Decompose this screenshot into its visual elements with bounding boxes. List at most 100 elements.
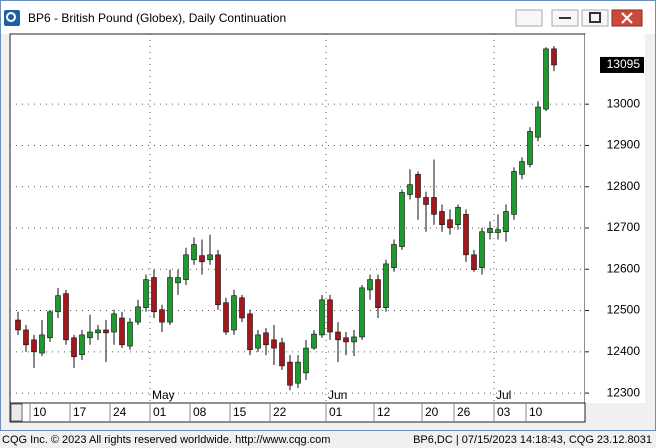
candle-body <box>551 48 557 66</box>
window-title: BP6 - British Pound (Globex), Daily Cont… <box>28 11 286 25</box>
candle-body <box>543 48 549 110</box>
x-tick-label: 22 <box>273 405 287 419</box>
candle-body <box>423 197 429 205</box>
candle-body <box>95 329 101 334</box>
candle-body <box>327 299 333 333</box>
candle-body <box>271 339 277 349</box>
candle-body <box>375 279 381 308</box>
y-tick-label: 12700 <box>607 220 641 234</box>
candle-body <box>55 295 61 313</box>
plot-area <box>9 33 586 404</box>
candle-body <box>391 244 397 268</box>
candle-body <box>159 309 165 323</box>
candle-body <box>359 287 365 338</box>
x-tick-label: 10 <box>529 405 543 419</box>
candle-body <box>103 329 109 334</box>
candle-body <box>487 228 493 233</box>
candle-body <box>127 321 133 347</box>
date-axis <box>9 402 586 423</box>
candle-body <box>255 334 261 349</box>
candle-body <box>479 231 485 268</box>
candle-body <box>151 277 157 313</box>
candle-body <box>119 317 125 346</box>
app-icon-glyph <box>6 12 16 22</box>
candle-body <box>303 347 309 374</box>
candle-body <box>447 219 453 228</box>
candle-body <box>367 279 373 291</box>
x-tick-label: 17 <box>73 405 87 419</box>
footer-left: CQG Inc. © 2023 All rights reserved worl… <box>2 434 330 446</box>
candle-body <box>463 214 469 256</box>
candle-body <box>167 277 173 323</box>
maximize-glyph <box>589 12 601 23</box>
candle-body <box>431 197 437 215</box>
candle-body <box>535 106 541 138</box>
month-label: Jul <box>496 388 511 402</box>
candle-body <box>143 279 149 308</box>
candle-body <box>415 174 421 198</box>
x-tick-label: 01 <box>153 405 167 419</box>
x-tick-label: 03 <box>497 405 511 419</box>
candle-body <box>111 313 117 333</box>
candle-body <box>343 337 349 343</box>
x-tick-label: 24 <box>113 405 127 419</box>
month-label: May <box>152 388 175 402</box>
candle-body <box>399 192 405 247</box>
candle-body <box>335 331 341 341</box>
scroll-thumb[interactable] <box>10 403 23 422</box>
x-tick-label: 08 <box>193 405 207 419</box>
candle-body <box>471 254 477 270</box>
candle-body <box>263 332 269 346</box>
candle-body <box>519 161 525 175</box>
month-label: Jun <box>328 388 347 402</box>
x-tick-label: 15 <box>233 405 247 419</box>
candle-body <box>87 331 93 339</box>
candle-body <box>207 254 213 261</box>
candle-body <box>295 361 301 384</box>
y-tick-label: 12400 <box>607 344 641 358</box>
candle-body <box>439 211 445 225</box>
candle-body <box>247 313 253 351</box>
last-price-box <box>600 56 644 73</box>
close-glyph <box>621 12 633 24</box>
link-button[interactable] <box>515 9 543 27</box>
candle-body <box>279 342 285 367</box>
candle-body <box>39 334 45 354</box>
candle-body <box>199 255 205 263</box>
candle-body <box>511 171 517 215</box>
x-tick-label: 20 <box>425 405 439 419</box>
candle-body <box>503 211 509 233</box>
candle-body <box>215 254 221 306</box>
candle-body <box>175 277 181 284</box>
candle-body <box>311 333 317 349</box>
candle-body <box>31 339 37 353</box>
candle-body <box>63 293 69 341</box>
candle-body <box>287 361 293 386</box>
candle-body <box>407 184 413 195</box>
x-tick-label: 26 <box>457 405 471 419</box>
y-tick-label: 12500 <box>607 303 641 317</box>
x-tick-label: 01 <box>329 405 343 419</box>
candle-body <box>15 319 21 331</box>
candle-body <box>239 297 245 319</box>
candle-body <box>71 337 77 358</box>
y-tick-label: 12300 <box>607 385 641 399</box>
x-tick-label: 10 <box>33 405 47 419</box>
candle-body <box>23 329 29 346</box>
y-tick-label: 12900 <box>607 138 641 152</box>
candle-body <box>383 263 389 308</box>
y-axis-area <box>585 34 645 403</box>
candle-body <box>191 244 197 261</box>
candle-body <box>183 254 189 280</box>
y-tick-label: 12800 <box>607 179 641 193</box>
candle-body <box>351 336 357 343</box>
title-bar <box>1 1 655 34</box>
candle-body <box>79 334 85 356</box>
maximize-button[interactable] <box>581 9 609 27</box>
candle-body <box>455 207 461 225</box>
candle-body <box>223 302 229 333</box>
y-tick-label: 13000 <box>607 96 641 110</box>
candle-body <box>495 229 501 233</box>
x-tick-label: 12 <box>377 405 391 419</box>
